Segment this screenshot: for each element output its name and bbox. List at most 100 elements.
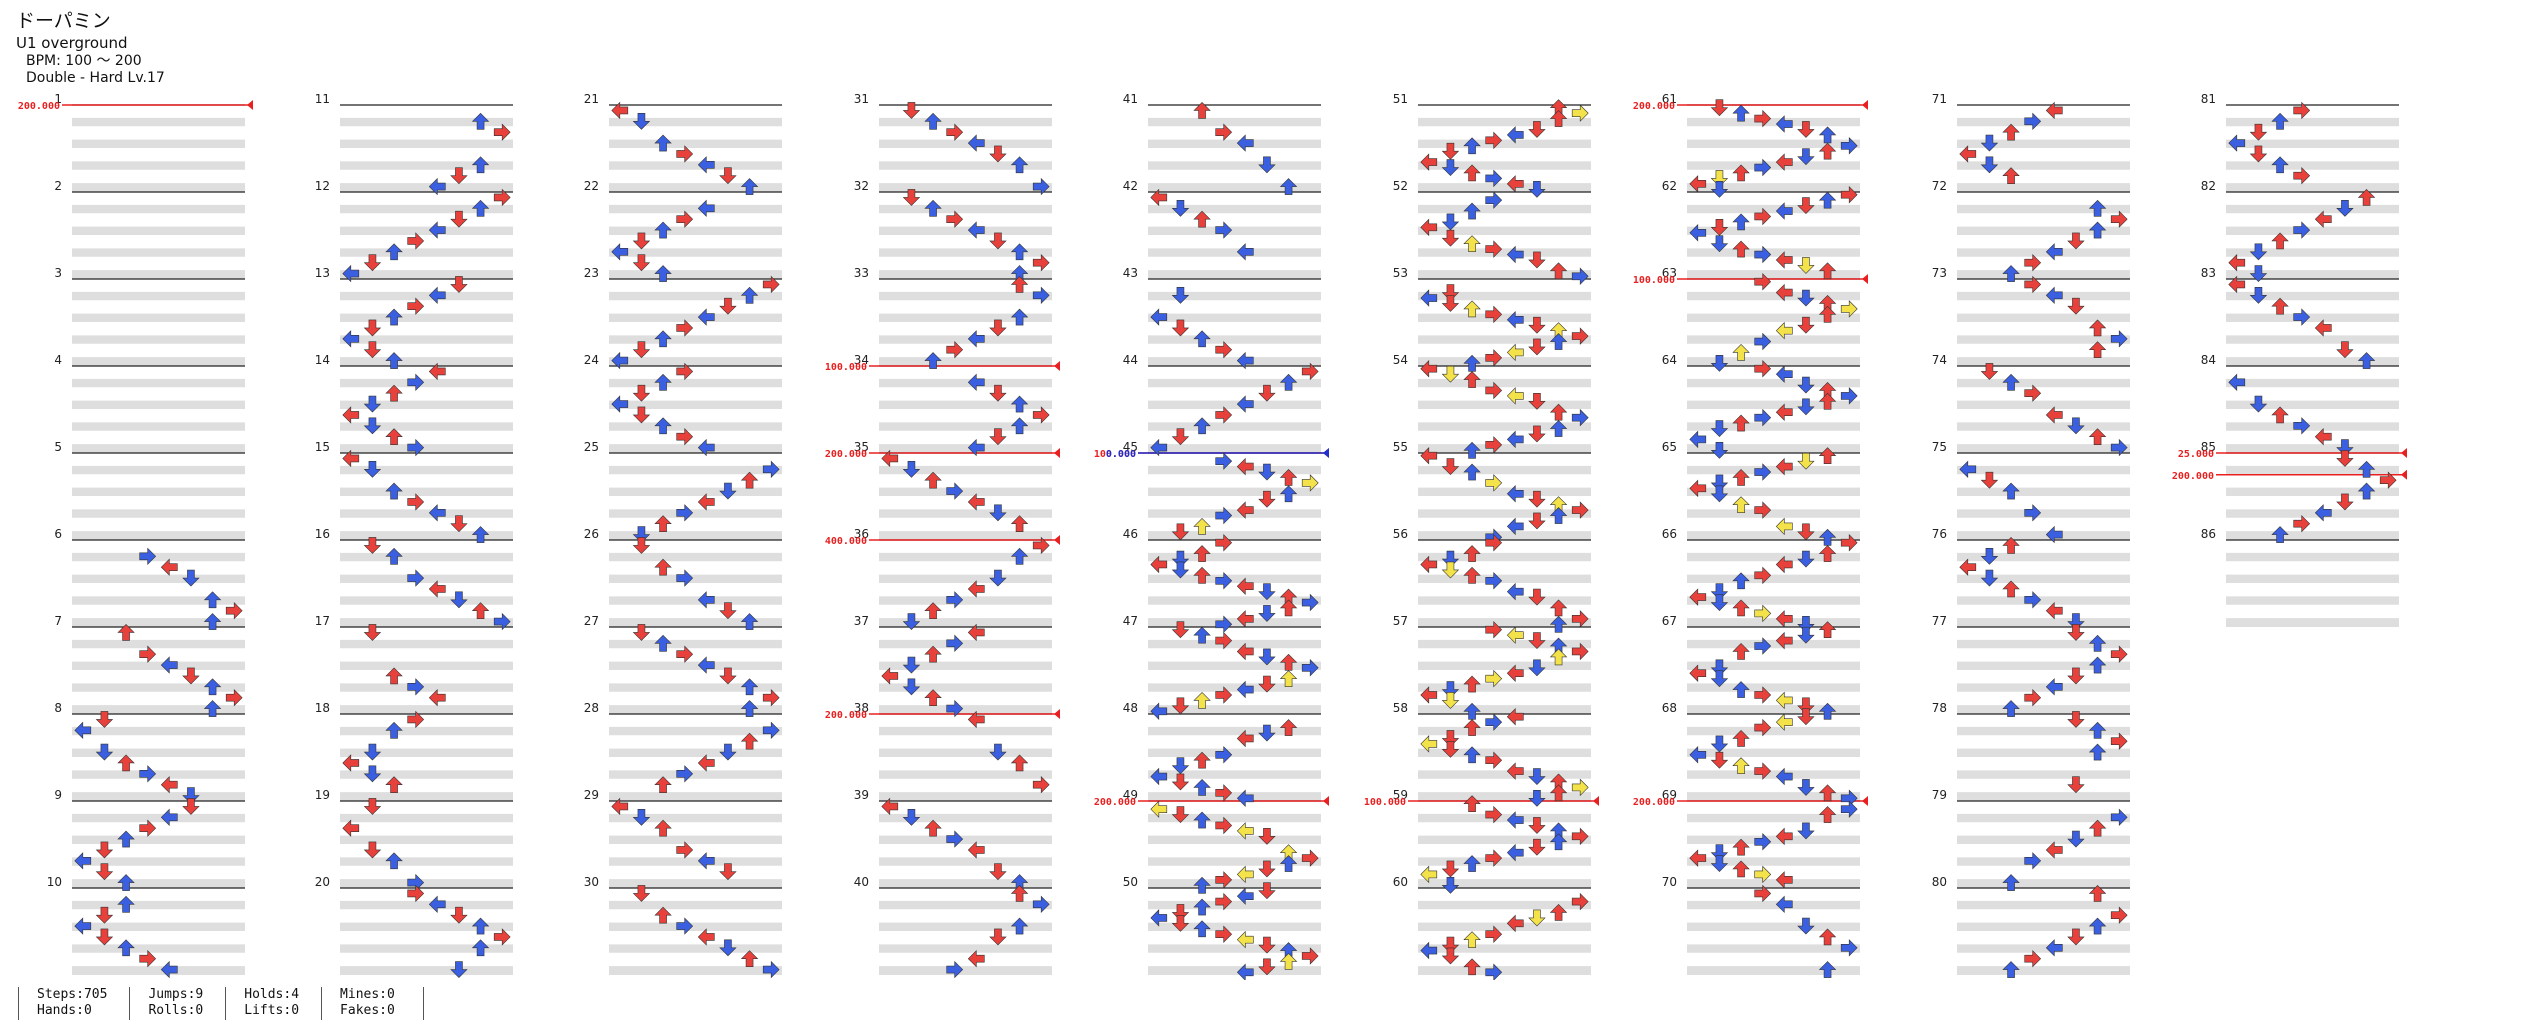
arrow-shape xyxy=(1010,276,1029,293)
arrow-shape xyxy=(1840,800,1858,818)
arrow-up-icon xyxy=(1010,547,1029,565)
arrow-shape xyxy=(1258,675,1276,693)
arrow-down-icon xyxy=(450,906,468,924)
beat-band xyxy=(1687,639,1860,649)
arrow-shape xyxy=(1528,909,1546,927)
arrow-right-icon xyxy=(1840,300,1858,318)
measure-number: 38 xyxy=(854,701,869,715)
arrow-shape xyxy=(1797,148,1815,166)
arrow-shape xyxy=(1528,316,1546,334)
arrow-right-icon xyxy=(946,960,964,979)
beat-band xyxy=(1957,900,2130,910)
arrow-down-icon xyxy=(1797,615,1815,633)
beat-band xyxy=(609,357,782,366)
arrow-shape xyxy=(1258,156,1276,174)
arrow-shape xyxy=(1193,898,1211,916)
arrow-shape xyxy=(676,645,694,663)
arrow-shape xyxy=(2228,134,2246,152)
arrow-right-icon xyxy=(407,710,425,729)
arrow-left-icon xyxy=(1775,555,1793,574)
measure-number: 59 xyxy=(1393,788,1408,802)
measure-49: 49 xyxy=(1123,788,1321,888)
arrow-shape xyxy=(697,438,715,457)
arrow-shape xyxy=(946,634,964,653)
arrow-left-icon xyxy=(1506,762,1524,780)
beat-band xyxy=(1957,117,2130,127)
arrow-up-icon xyxy=(385,547,403,565)
beat-band xyxy=(72,596,245,606)
arrow-down-icon xyxy=(1528,121,1546,138)
beat-band xyxy=(1418,161,1591,171)
arrow-shape xyxy=(1775,610,1793,628)
arrow-shape xyxy=(1193,417,1211,435)
measure-number: 48 xyxy=(1123,701,1138,715)
arrow-left-icon xyxy=(1775,321,1793,340)
arrow-shape xyxy=(2088,634,2107,652)
arrow-up-icon xyxy=(1818,806,1837,823)
measure-number: 24 xyxy=(584,353,599,367)
arrow-up-icon xyxy=(740,286,759,304)
measure-19: 19 xyxy=(315,788,513,888)
arrow-shape xyxy=(924,112,942,130)
arrow-down-icon xyxy=(1441,229,1460,247)
arrow-left-icon xyxy=(1775,610,1793,628)
arrow-right-icon xyxy=(762,960,780,979)
arrow-down-icon xyxy=(902,189,921,206)
arrow-shape xyxy=(1571,642,1589,661)
arrow-shape xyxy=(407,232,425,250)
beat-band xyxy=(2226,596,2399,606)
arrow-shape xyxy=(1797,376,1815,394)
arrow-right-icon xyxy=(1215,340,1233,359)
measure-number: 60 xyxy=(1393,875,1408,889)
arrow-up-icon xyxy=(924,199,942,217)
beat-band xyxy=(1687,248,1860,258)
arrow-down-icon xyxy=(1258,490,1276,508)
arrow-shape xyxy=(1150,702,1168,721)
arrow-shape xyxy=(989,145,1007,163)
arrow-up-icon xyxy=(1818,702,1837,720)
arrow-up-icon xyxy=(654,417,672,435)
beat-band xyxy=(72,509,245,519)
arrow-down-icon xyxy=(719,602,737,620)
measure-number: 62 xyxy=(1662,179,1677,193)
arrow-up-icon xyxy=(1732,469,1750,486)
arrow-up-icon xyxy=(654,634,672,652)
measure-47: 47 xyxy=(1123,614,1321,714)
beat-band xyxy=(1148,204,1321,214)
arrow-shape xyxy=(1754,408,1772,427)
beat-band xyxy=(2226,139,2399,149)
arrow-up-icon xyxy=(654,134,672,152)
arrow-right-icon xyxy=(1485,381,1503,400)
arrow-shape xyxy=(428,362,446,381)
arrow-left-icon xyxy=(1236,789,1254,808)
arrow-shape xyxy=(1775,555,1793,574)
arrow-down-icon xyxy=(632,113,651,130)
arrow-shape xyxy=(719,167,737,185)
arrow-shape xyxy=(1528,251,1546,269)
arrow-shape xyxy=(2045,841,2063,859)
arrow-shape xyxy=(1754,463,1772,481)
beat-band xyxy=(340,770,513,780)
beat-band xyxy=(1957,161,2130,171)
beat-band xyxy=(72,748,245,758)
arrow-up-icon xyxy=(654,221,672,239)
arrow-shape xyxy=(632,537,651,554)
arrow-shape xyxy=(1732,213,1750,231)
beat-band xyxy=(609,683,782,693)
beat-band xyxy=(2226,465,2399,475)
arrow-right-icon xyxy=(762,721,780,740)
arrow-shape xyxy=(697,591,715,609)
beat-band xyxy=(1418,792,1591,801)
arrow-shape xyxy=(2088,721,2107,739)
beat-band xyxy=(1957,770,2130,780)
arrow-shape xyxy=(1980,134,1999,152)
arrow-shape xyxy=(2067,297,2085,315)
arrow-shape xyxy=(1732,496,1750,513)
measure-6: 6 xyxy=(54,527,245,627)
arrow-shape xyxy=(1506,311,1524,329)
beat-band xyxy=(1148,618,1321,627)
arrow-shape xyxy=(654,373,672,391)
arrow-left-icon xyxy=(1506,582,1524,601)
arrow-right-icon xyxy=(2293,514,2311,533)
arrow-shape xyxy=(740,178,759,195)
